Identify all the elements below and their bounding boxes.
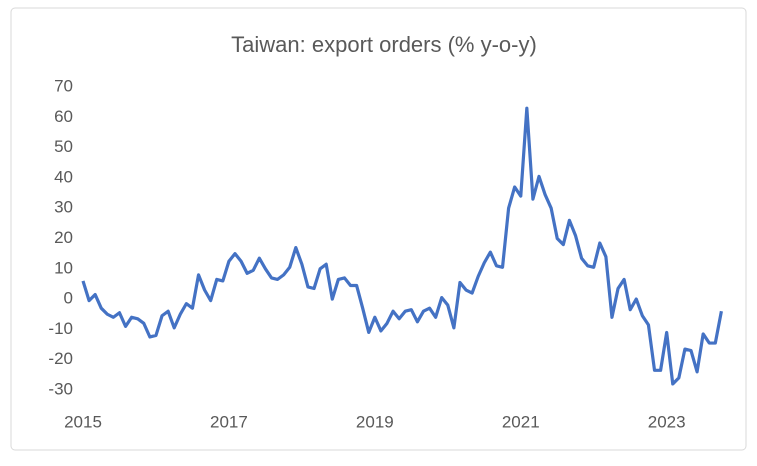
x-tick-label: 2017: [210, 412, 248, 431]
y-tick-label: 40: [54, 167, 73, 186]
y-tick-label: 0: [64, 289, 73, 308]
y-tick-label: 20: [54, 228, 73, 247]
y-tick-label: 10: [54, 258, 73, 277]
y-tick-label: 70: [54, 76, 73, 95]
y-tick-label: -10: [48, 319, 73, 338]
x-tick-label: 2019: [356, 412, 394, 431]
x-tick-label: 2015: [64, 412, 102, 431]
chart-frame: [10, 7, 747, 451]
y-tick-label: -30: [48, 379, 73, 398]
y-tick-label: 60: [54, 107, 73, 126]
data-line: [81, 106, 723, 386]
x-tick-label: 2021: [502, 412, 540, 431]
y-tick-label: -20: [48, 349, 73, 368]
x-tick-label: 2023: [648, 412, 686, 431]
y-tick-label: 30: [54, 198, 73, 217]
y-tick-label: 50: [54, 137, 73, 156]
chart-title: Taiwan: export orders (% y-o-y): [231, 32, 537, 57]
